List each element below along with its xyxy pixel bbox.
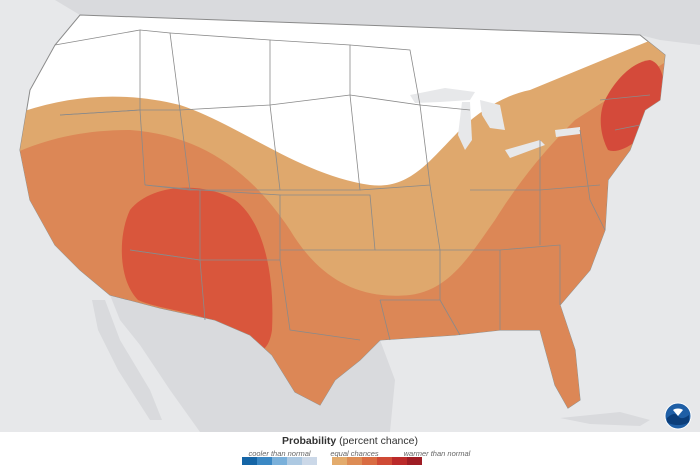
legend-swatch-9	[377, 457, 392, 465]
mexico-land	[110, 295, 395, 432]
legend-swatch-5	[317, 457, 332, 465]
state-boundaries	[54, 29, 651, 341]
lake-michigan	[458, 102, 472, 150]
lake-erie	[505, 140, 545, 158]
great-lakes	[410, 88, 580, 158]
baja-peninsula	[92, 300, 162, 420]
lake-huron	[480, 100, 505, 130]
legend-swatch-1	[257, 457, 272, 465]
legend-swatch-6	[332, 457, 347, 465]
legend: Probability (percent chance) cooler than…	[0, 432, 700, 466]
legend-title-bold: Probability	[282, 435, 337, 447]
legend-cooler-label: cooler than normal	[248, 449, 311, 458]
map-area	[0, 0, 700, 432]
cuba-land	[560, 412, 650, 426]
legend-swatch-0	[242, 457, 257, 465]
warmer-high-southwest	[121, 187, 273, 353]
legend-swatch-2	[272, 457, 287, 465]
legend-swatch-8	[362, 457, 377, 465]
surrounding-land	[0, 0, 700, 432]
legend-title: Probability (percent chance)	[0, 435, 700, 447]
legend-equal-label: equal chances	[330, 449, 379, 458]
legend-warmer-label: warmer than normal	[403, 449, 471, 458]
legend-swatch-3	[287, 457, 302, 465]
legend-title-rest: (percent chance)	[336, 435, 418, 447]
lake-superior	[410, 88, 475, 103]
legend-swatch-11	[407, 457, 422, 465]
legend-swatches	[242, 457, 422, 465]
us-temperature-outlook-map	[0, 0, 700, 432]
legend-swatch-7	[347, 457, 362, 465]
noaa-logo-icon	[664, 402, 692, 430]
legend-swatch-10	[392, 457, 407, 465]
canada-land	[0, 0, 700, 45]
lake-ontario	[555, 127, 580, 137]
legend-swatch-4	[302, 457, 317, 465]
